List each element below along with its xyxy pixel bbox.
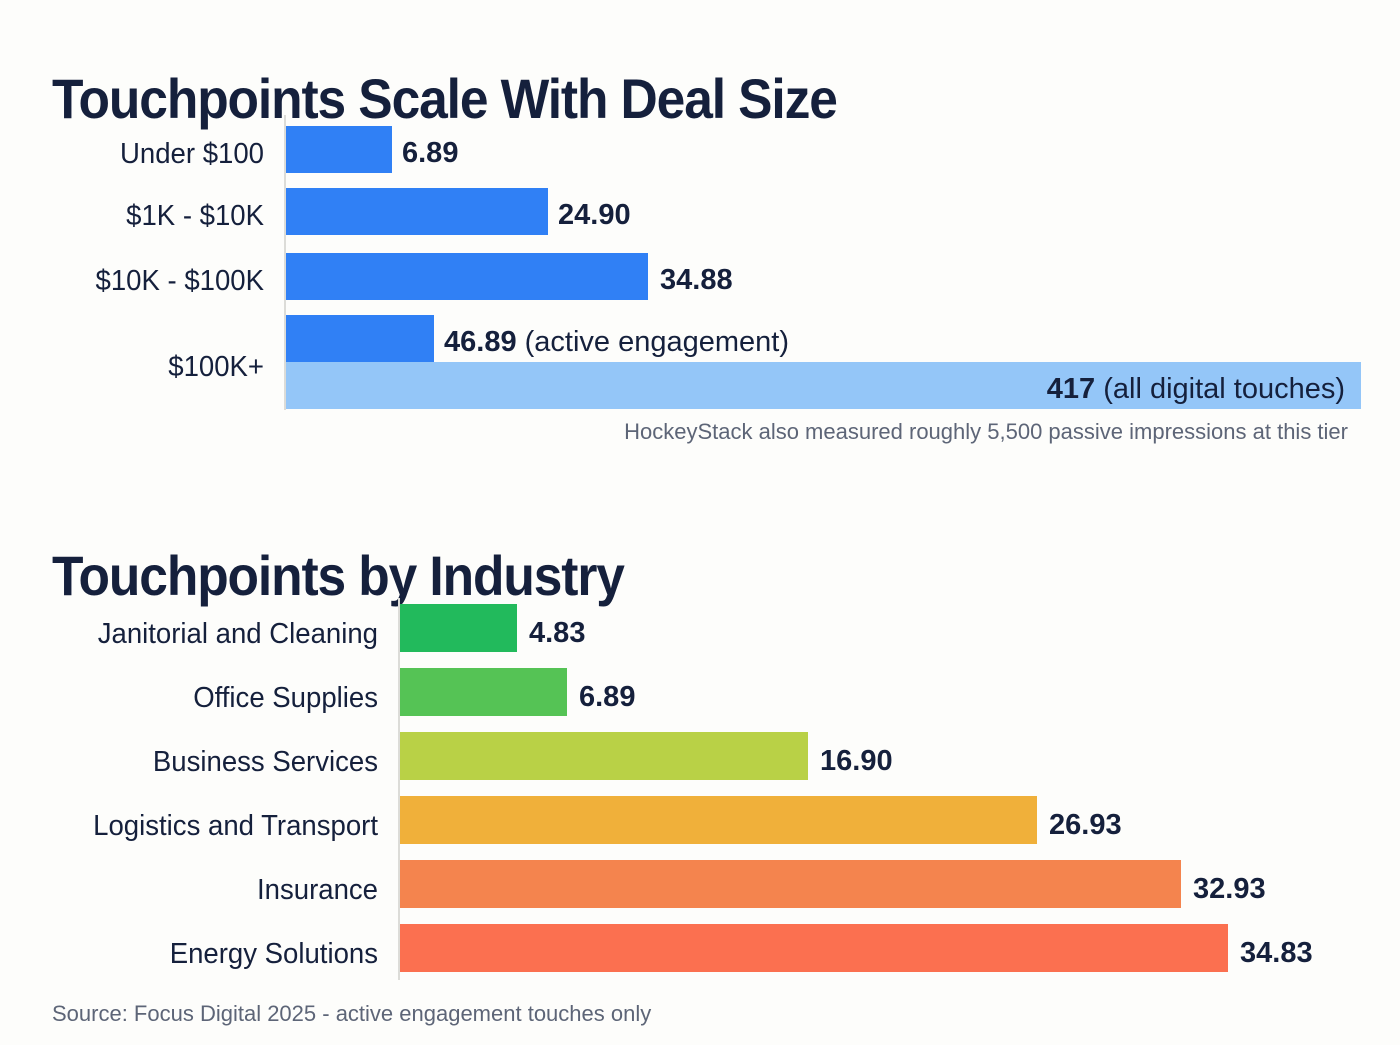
bar-value-number: 417 — [1046, 373, 1096, 405]
bar-value-number: 6.89 — [579, 681, 636, 713]
bar-value-suffix: (active engagement) — [516, 326, 790, 358]
industry-chart: Janitorial and Cleaning 4.83 Office Supp… — [0, 595, 1400, 980]
bar-value-suffix: (all digital touches) — [1095, 373, 1345, 405]
bar-logistics-and-transport — [400, 796, 1037, 844]
deal-size-chart: Under $100 6.89 $1K - $10K 24.90 $10K - … — [0, 110, 1400, 415]
bar-value-100k-plus-active: 46.89 (active engagement) — [444, 328, 789, 357]
bar-value-100k-plus-all-digital: 417 (all digital touches) — [700, 375, 1345, 404]
category-label-janitorial-and-cleaning: Janitorial and Cleaning — [97, 618, 378, 650]
bar-value-number: 34.83 — [1240, 937, 1313, 969]
bar-value-business-services: 16.90 — [820, 747, 893, 776]
category-label-under-100: Under $100 — [120, 138, 264, 170]
axis-line — [284, 115, 286, 410]
bar-1k-10k — [286, 188, 548, 235]
bar-janitorial-and-cleaning — [400, 604, 517, 652]
bar-insurance — [400, 860, 1181, 908]
bar-value-number: 32.93 — [1193, 873, 1266, 905]
bar-business-services — [400, 732, 808, 780]
deal-size-footnote: HockeyStack also measured roughly 5,500 … — [624, 419, 1348, 444]
category-label-logistics-and-transport: Logistics and Transport — [93, 810, 379, 842]
category-label-10k-100k: $10K - $100K — [95, 265, 264, 297]
bar-100k-plus-active — [286, 315, 434, 362]
bar-value-number: 16.90 — [820, 745, 893, 777]
bar-value-logistics-and-transport: 26.93 — [1049, 811, 1122, 840]
category-label-insurance: Insurance — [257, 874, 378, 906]
bar-value-number: 24.90 — [558, 199, 631, 231]
category-label-100k-plus: $100K+ — [168, 351, 264, 383]
category-label-energy-solutions: Energy Solutions — [169, 938, 378, 970]
bar-value-janitorial-and-cleaning: 4.83 — [529, 619, 585, 648]
bar-value-10k-100k: 34.88 — [660, 266, 733, 295]
category-label-business-services: Business Services — [152, 746, 378, 778]
bar-office-supplies — [400, 668, 567, 716]
bar-value-number: 4.83 — [529, 617, 586, 649]
bar-value-number: 46.89 — [444, 326, 517, 358]
bar-10k-100k — [286, 253, 648, 300]
industry-chart-title: Touchpoints by Industry — [52, 543, 625, 607]
bar-value-number: 26.93 — [1049, 809, 1122, 841]
bar-value-1k-10k: 24.90 — [558, 201, 631, 230]
industry-footnote: Source: Focus Digital 2025 - active enga… — [52, 1001, 652, 1026]
bar-value-insurance: 32.93 — [1193, 875, 1266, 904]
category-label-1k-10k: $1K - $10K — [126, 200, 264, 232]
bar-value-number: 6.89 — [402, 137, 459, 169]
category-label-office-supplies: Office Supplies — [193, 682, 378, 714]
bar-under-100 — [286, 126, 392, 173]
bar-value-under-100: 6.89 — [402, 139, 458, 168]
bar-100k-plus-all-digital — [286, 362, 1361, 409]
bar-value-office-supplies: 6.89 — [579, 683, 635, 712]
axis-line — [398, 598, 400, 980]
bar-value-energy-solutions: 34.83 — [1240, 939, 1313, 968]
bar-value-number: 34.88 — [660, 264, 733, 296]
bar-energy-solutions — [400, 924, 1228, 972]
page-title: Touchpoints Scale With Deal Size — [52, 66, 838, 130]
